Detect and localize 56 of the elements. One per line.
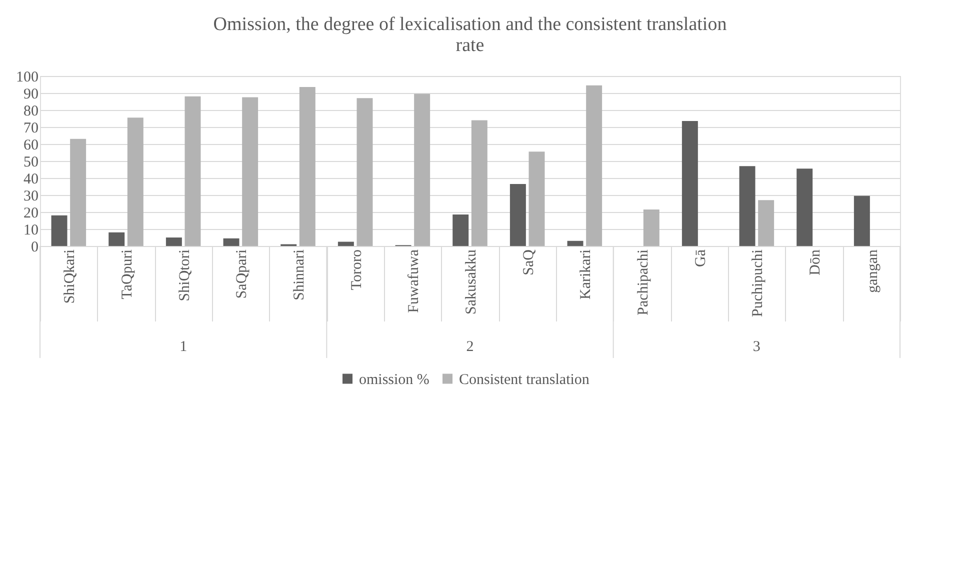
bar: [471, 120, 488, 246]
x-tick-label: TaQpuri: [120, 250, 136, 300]
bar: [414, 94, 430, 246]
bar: [242, 97, 258, 246]
bar: [452, 214, 469, 246]
bar: [166, 238, 182, 246]
y-tick-label: 30: [24, 188, 38, 204]
x-tick-label: Pachipachi: [636, 250, 652, 316]
bar: [70, 138, 86, 246]
x-tick-label: ShiQkari: [62, 250, 78, 304]
bar: [586, 85, 602, 246]
x-tick-label: Fuwafuwa: [406, 249, 422, 313]
text: 1: [180, 339, 188, 355]
y-tick-label: 80: [24, 104, 38, 120]
x-tick-label: Gā: [692, 249, 709, 267]
x-tick-label: ShiQtori: [176, 250, 193, 302]
y-tick-label: 100: [16, 70, 38, 86]
legend-label: Consistent translation: [459, 372, 590, 388]
bar: [758, 200, 774, 246]
y-tick-label: 40: [24, 172, 38, 188]
bar: [567, 240, 584, 246]
bar: [510, 184, 526, 246]
y-tick-label: 10: [24, 222, 38, 238]
bar: [223, 238, 240, 246]
bar: [854, 196, 870, 246]
y-tick-label: 90: [24, 86, 38, 102]
bar: [356, 98, 373, 246]
bar: [108, 232, 125, 246]
x-tick-label: SaQpari: [234, 250, 250, 299]
x-tick-label: Karikari: [578, 250, 594, 300]
x-tick-label: gangan: [864, 249, 881, 293]
y-tick-label: 60: [24, 138, 38, 154]
x-tick-label: Dōn: [808, 249, 824, 276]
x-tick-label: Tororo: [348, 250, 365, 290]
bar: [51, 215, 68, 246]
bar: [643, 209, 660, 246]
y-tick-label: 0: [31, 240, 38, 256]
bar: [682, 121, 698, 246]
legend-label: omission %: [359, 372, 430, 388]
bar: [127, 118, 144, 246]
x-tick-label: Sakusakku: [464, 249, 480, 314]
bar: [184, 96, 201, 246]
text: 2: [466, 339, 474, 355]
bar: [796, 168, 813, 246]
y-tick-label: 70: [24, 120, 38, 136]
bar: [299, 87, 316, 246]
y-tick-label: 50: [24, 154, 38, 170]
bar: [338, 242, 354, 246]
bar: [739, 166, 756, 246]
chart-title: Omission, the degree of lexicalisation and the consistent translation rate: [213, 14, 728, 56]
y-tick-label: 20: [24, 206, 38, 222]
bar: [528, 152, 545, 246]
x-tick-label: Shinnari: [292, 250, 308, 300]
x-tick-label: SaQ: [520, 249, 537, 276]
x-tick-label: Puchipuchi: [750, 250, 766, 317]
text: 3: [752, 339, 760, 355]
